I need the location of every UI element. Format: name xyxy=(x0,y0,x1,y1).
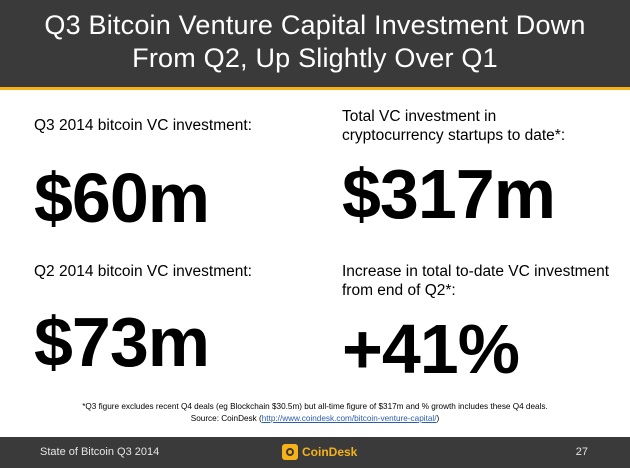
source-link[interactable]: http://www.coindesk.com/bitcoin-venture-… xyxy=(261,414,437,423)
stat-q2-investment: Q2 2014 bitcoin VC investment: $73m xyxy=(34,262,252,377)
source-prefix: Source: CoinDesk ( xyxy=(190,414,262,423)
stat-label-line-2: cryptocurrency startups to date*: xyxy=(342,127,566,144)
stat-increase: Increase in total to-date VC investment … xyxy=(342,262,609,384)
slide-header: Q3 Bitcoin Venture Capital Investment Do… xyxy=(0,0,630,87)
footnote-text: *Q3 figure excludes recent Q4 deals (eg … xyxy=(82,402,548,411)
footnote: *Q3 figure excludes recent Q4 deals (eg … xyxy=(0,401,630,425)
stat-label-line-2: from end of Q2*: xyxy=(342,282,456,299)
stat-value: $73m xyxy=(34,303,210,381)
coindesk-logo-text: CoinDesk xyxy=(302,445,358,459)
footer-deck-title: State of Bitcoin Q3 2014 xyxy=(40,446,160,458)
coindesk-logo: CoinDesk xyxy=(282,443,357,461)
slide-title-line-2: From Q2, Up Slightly Over Q1 xyxy=(132,43,498,73)
stat-value: $317m xyxy=(342,155,556,233)
stat-label: Q3 2014 bitcoin VC investment: xyxy=(34,117,252,134)
header-accent-rule xyxy=(0,87,630,90)
stat-label: Q2 2014 bitcoin VC investment: xyxy=(34,263,252,280)
stat-q3-investment: Q3 2014 bitcoin VC investment: $60m xyxy=(34,116,252,233)
stat-total-investment: Total VC investment in cryptocurrency st… xyxy=(342,107,565,229)
slide-title-line-1: Q3 Bitcoin Venture Capital Investment Do… xyxy=(44,10,586,40)
source-suffix: ) xyxy=(436,414,440,423)
page-number: 27 xyxy=(575,446,588,458)
stat-label-line-1: Total VC investment in xyxy=(342,108,497,125)
slide-footer: State of Bitcoin Q3 2014 CoinDesk 27 xyxy=(0,437,630,468)
stat-label-line-1: Increase in total to-date VC investment xyxy=(342,263,610,280)
stat-value: +41% xyxy=(342,310,520,388)
source-line: Source: CoinDesk (http://www.coindesk.co… xyxy=(0,413,630,425)
coindesk-logo-icon xyxy=(282,444,298,460)
stat-value: $60m xyxy=(34,159,210,237)
